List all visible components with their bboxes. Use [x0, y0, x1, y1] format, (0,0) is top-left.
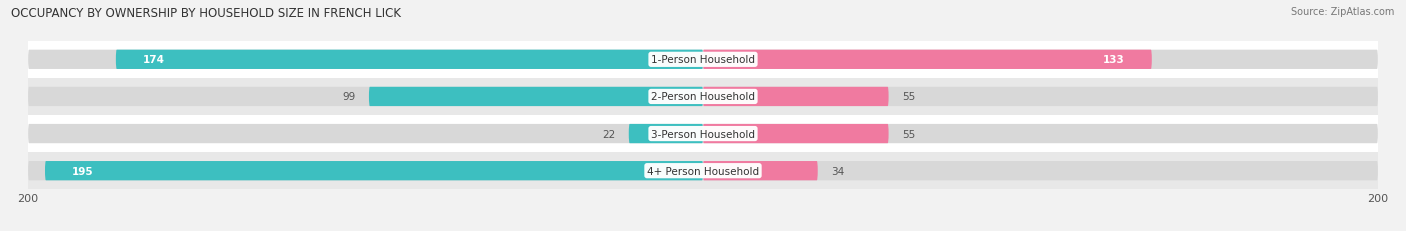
Text: 34: 34: [831, 166, 845, 176]
Bar: [28, 152, 1378, 189]
Text: 174: 174: [143, 55, 165, 65]
Text: 133: 133: [1104, 55, 1125, 65]
FancyBboxPatch shape: [703, 87, 889, 107]
Text: Source: ZipAtlas.com: Source: ZipAtlas.com: [1291, 7, 1395, 17]
FancyBboxPatch shape: [115, 50, 703, 70]
Bar: [28, 116, 1378, 152]
FancyBboxPatch shape: [703, 124, 889, 144]
FancyBboxPatch shape: [45, 161, 703, 181]
Text: 2-Person Household: 2-Person Household: [651, 92, 755, 102]
Text: 3-Person Household: 3-Person Household: [651, 129, 755, 139]
FancyBboxPatch shape: [28, 124, 1378, 144]
Text: 4+ Person Household: 4+ Person Household: [647, 166, 759, 176]
Text: 22: 22: [602, 129, 616, 139]
FancyBboxPatch shape: [28, 50, 1378, 70]
Text: 1-Person Household: 1-Person Household: [651, 55, 755, 65]
Bar: [28, 42, 1378, 79]
FancyBboxPatch shape: [28, 161, 1378, 181]
FancyBboxPatch shape: [28, 87, 1378, 107]
Bar: [28, 79, 1378, 116]
FancyBboxPatch shape: [703, 161, 818, 181]
FancyBboxPatch shape: [368, 87, 703, 107]
FancyBboxPatch shape: [628, 124, 703, 144]
FancyBboxPatch shape: [703, 50, 1152, 70]
Text: 55: 55: [903, 129, 915, 139]
Text: 55: 55: [903, 92, 915, 102]
Text: 195: 195: [72, 166, 94, 176]
Text: OCCUPANCY BY OWNERSHIP BY HOUSEHOLD SIZE IN FRENCH LICK: OCCUPANCY BY OWNERSHIP BY HOUSEHOLD SIZE…: [11, 7, 401, 20]
Text: 99: 99: [342, 92, 356, 102]
